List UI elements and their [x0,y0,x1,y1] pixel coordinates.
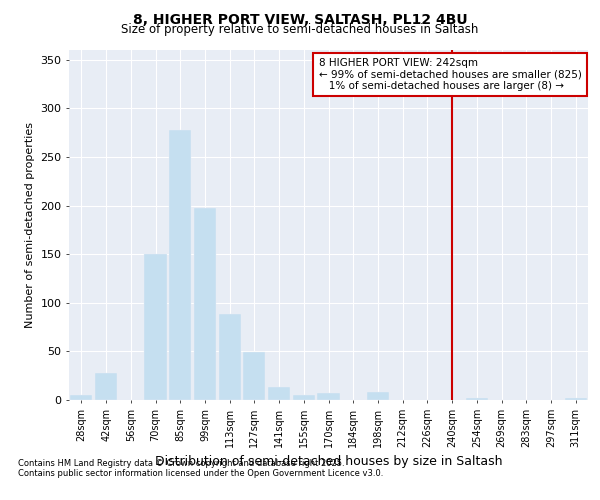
Text: Size of property relative to semi-detached houses in Saltash: Size of property relative to semi-detach… [121,22,479,36]
Text: Contains public sector information licensed under the Open Government Licence v3: Contains public sector information licen… [18,468,383,477]
Bar [367,392,389,400]
Bar [268,388,290,400]
Bar [145,254,167,400]
Text: 8 HIGHER PORT VIEW: 242sqm
← 99% of semi-detached houses are smaller (825)
   1%: 8 HIGHER PORT VIEW: 242sqm ← 99% of semi… [319,58,581,91]
Y-axis label: Number of semi-detached properties: Number of semi-detached properties [25,122,35,328]
Bar [466,398,488,400]
Bar [293,395,315,400]
Bar [194,208,216,400]
Bar [169,130,191,400]
Text: Contains HM Land Registry data © Crown copyright and database right 2025.: Contains HM Land Registry data © Crown c… [18,458,344,468]
Bar [70,395,92,400]
X-axis label: Distribution of semi-detached houses by size in Saltash: Distribution of semi-detached houses by … [155,456,502,468]
Bar [95,373,117,400]
Bar [218,314,241,400]
Bar [565,398,587,400]
Bar [317,393,340,400]
Bar [243,352,265,400]
Text: 8, HIGHER PORT VIEW, SALTASH, PL12 4BU: 8, HIGHER PORT VIEW, SALTASH, PL12 4BU [133,12,467,26]
